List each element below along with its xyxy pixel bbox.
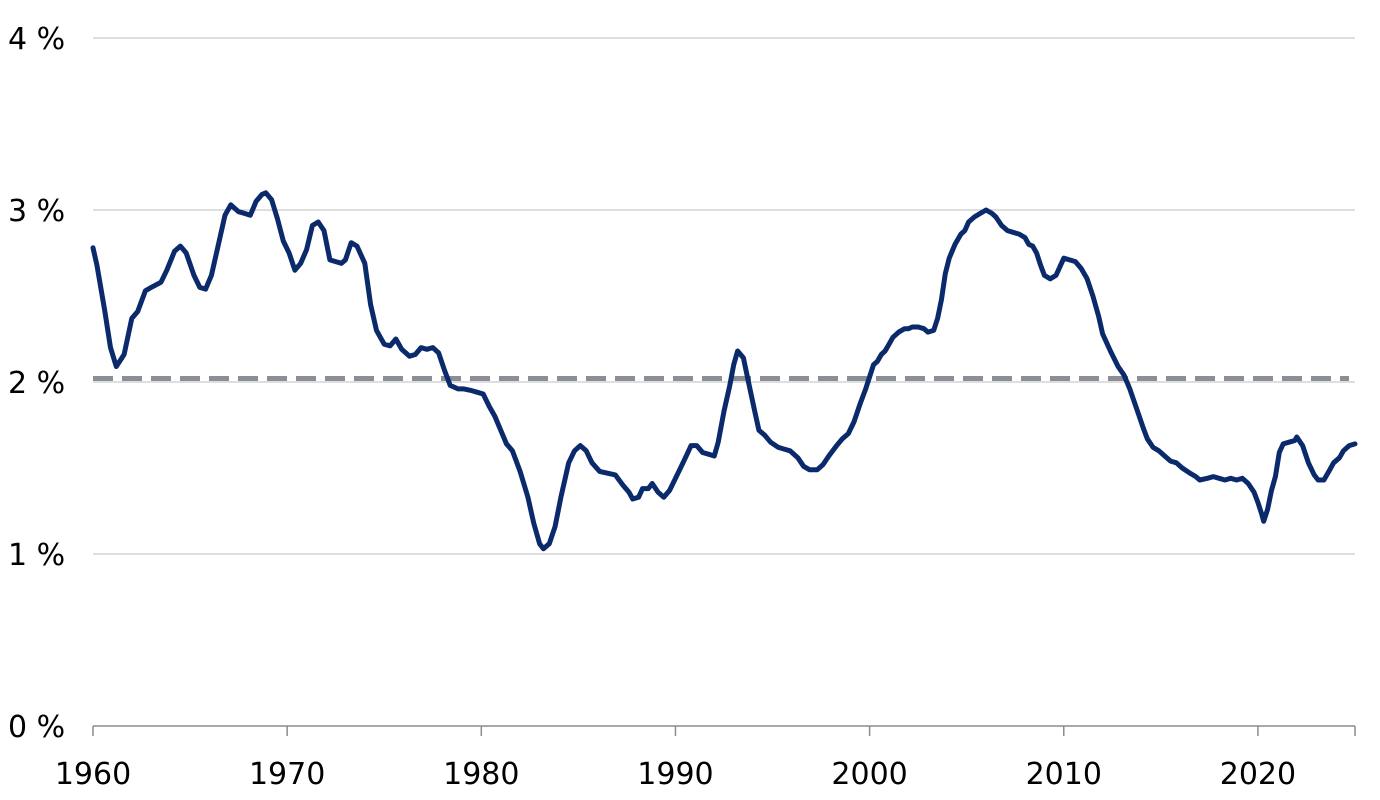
y-axis-labels: 0 % 1 % 2 % 3 % 4 %: [8, 22, 65, 745]
y-tick-label: 4 %: [8, 22, 65, 57]
y-tick-label: 3 %: [8, 194, 65, 229]
x-axis-labels: 1960 1970 1980 1990 2000 2010 2020: [55, 757, 1296, 792]
x-tick-label: 1990: [637, 757, 713, 792]
series-line: [90, 190, 1358, 552]
y-tick-label: 1 %: [8, 538, 65, 573]
gridlines: [93, 37, 1355, 555]
y-tick-label: 2 %: [8, 366, 65, 401]
x-axis: [92, 725, 1356, 736]
series-group: [90, 190, 1358, 552]
y-tick-label: 0 %: [8, 710, 65, 745]
x-tick-label: 2000: [831, 757, 907, 792]
x-tick-label: 2010: [1026, 757, 1102, 792]
x-tick-label: 1980: [443, 757, 519, 792]
x-tick-label: 2020: [1220, 757, 1296, 792]
x-tick-label: 1970: [249, 757, 325, 792]
x-tick-label: 1960: [55, 757, 131, 792]
